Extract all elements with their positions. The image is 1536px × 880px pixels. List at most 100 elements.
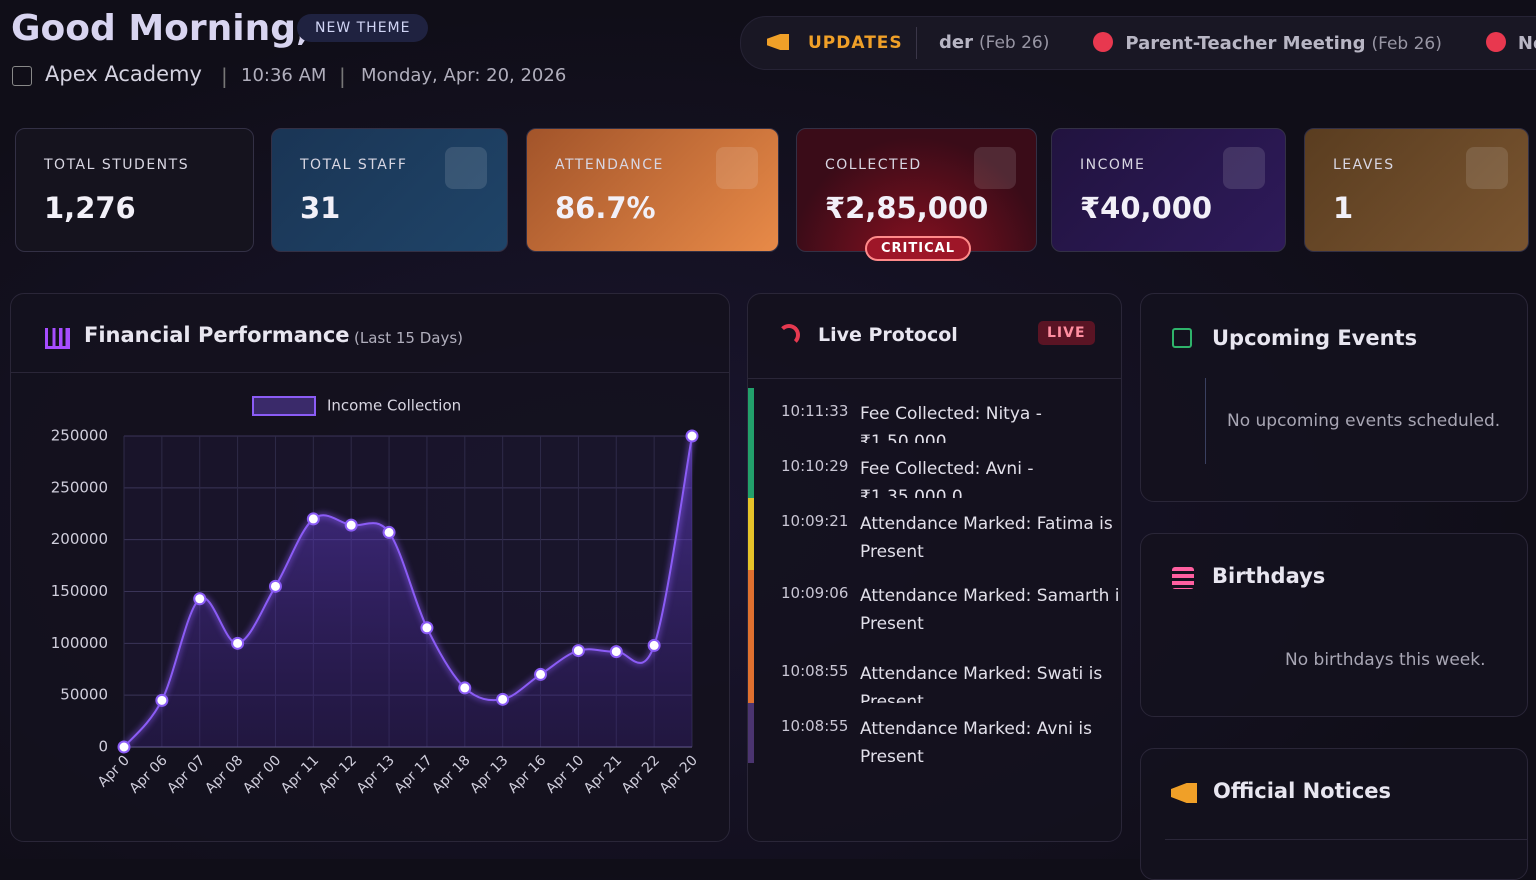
point [344, 518, 358, 532]
separator: | [221, 64, 228, 88]
entry-time: 10:10:29 [781, 457, 849, 475]
card-value: ₹2,85,000 [825, 191, 989, 225]
point [193, 592, 207, 606]
entry-text: Attendance Marked: Samarth is Present [860, 586, 1120, 634]
live-icon [778, 324, 800, 346]
protocol-panel: Live Protocol LIVE [747, 293, 1122, 842]
ticker-title: Noti [1517, 33, 1536, 54]
school-icon [12, 66, 32, 86]
entry-time: 10:08:55 [781, 662, 849, 680]
x-tick-label: Apr 13 [467, 753, 511, 797]
y-tick-label: 100000 [51, 634, 108, 652]
x-tick-label: Apr 07 [164, 753, 208, 797]
entry-time: 10:11:33 [781, 402, 849, 420]
point [231, 636, 245, 650]
protocol-entry: 10:10:29 Fee Collected: Avni - ₹1,35,000.… [748, 443, 1120, 498]
protocol-entry: 10:09:21 Attendance Marked: Fatima is Pre… [748, 498, 1120, 570]
point [458, 681, 472, 695]
y-tick-label: 0 [98, 738, 108, 756]
entry-time: 10:09:21 [781, 512, 849, 530]
ticker: UPDATES der (Feb 26) Parent-Teacher Meetin… [740, 16, 1536, 70]
point [382, 525, 396, 539]
events-panel: Upcoming Events No upcoming events sched… [1140, 293, 1528, 502]
panel-title: Live Protocol [818, 324, 958, 346]
x-tick-label: Apr 13 [354, 753, 398, 797]
ticker-title: der [939, 32, 973, 53]
x-tick-label: Apr 08 [202, 753, 246, 797]
x-tick-label: Apr 10 [543, 753, 587, 797]
x-tick-label: Apr 06 [127, 752, 171, 796]
x-tick-label: Apr 11 [278, 753, 322, 797]
panel-title: Upcoming Events [1212, 326, 1418, 350]
card-icon [1223, 147, 1265, 189]
x-tick-label: Apr 18 [429, 753, 473, 797]
status-bar [748, 570, 754, 648]
card-value: 1,276 [44, 191, 136, 225]
card-label: COLLECTED [825, 157, 922, 173]
card-label: ATTENDANCE [555, 157, 664, 173]
card-label: INCOME [1080, 157, 1146, 173]
point [685, 429, 699, 443]
stat-card: INCOME ₹40,000 [1051, 128, 1286, 252]
point [420, 621, 434, 635]
entry-text: Fee Collected: Nitya - ₹1,50,000 [860, 404, 1042, 443]
card-label: TOTAL STAFF [300, 157, 408, 173]
y-tick-label: 150000 [51, 582, 108, 600]
y-tick-label: 200000 [51, 530, 108, 548]
status-bar [748, 648, 754, 703]
x-tick-label: Apr 21 [581, 753, 625, 797]
ticker-date: (Feb 26) [978, 33, 1050, 53]
calendar-icon [1172, 328, 1192, 348]
ticker-items: der (Feb 26) Parent-Teacher Meeting (Feb 26… [939, 32, 1536, 54]
protocol-entry: 10:09:06 Attendance Marked: Samarth is Pr… [748, 570, 1120, 648]
critical-badge: CRITICAL [865, 236, 971, 261]
ticker-title: Parent-Teacher Meeting [1125, 33, 1366, 54]
entry-text: Attendance Marked: Swati is Present [860, 664, 1103, 703]
birthdays-panel: Birthdays No birthdays this week. [1140, 533, 1528, 717]
point [117, 740, 131, 754]
card-label: TOTAL STUDENTS [44, 157, 190, 173]
empty-text: No birthdays this week. [1285, 650, 1486, 670]
school-name: Apex Academy [45, 62, 202, 86]
panel-subtitle: (Last 15 Days) [354, 329, 464, 347]
alert-icon [1093, 32, 1114, 52]
panel-title: Official Notices [1213, 779, 1392, 803]
x-tick-label: Apr 22 [619, 753, 663, 797]
entry-time: 10:08:55 [781, 717, 849, 735]
notices-panel: Official Notices [1140, 748, 1528, 880]
x-tick-label: Apr 00 [240, 753, 284, 797]
entry-text: Fee Collected: Avni - ₹1,35,000.0 [860, 459, 1034, 498]
stat-card: COLLECTED ₹2,85,000 CRITICAL [796, 128, 1037, 261]
stat-card: LEAVES 1 [1304, 128, 1529, 252]
x-tick-label: Apr 17 [392, 753, 436, 797]
divider [748, 378, 1121, 379]
card-icon [974, 147, 1016, 189]
divider [916, 27, 917, 59]
x-tick-label: Apr 20 [657, 753, 701, 797]
card-label: LEAVES [1333, 157, 1395, 173]
line-chart: 0 50000 100000 150000 200000 250000 250000 Apr … [51, 396, 701, 797]
megaphone-icon [767, 34, 789, 50]
y-tick-label: 250000 [51, 427, 108, 445]
x-tick-label: Apr 16 [505, 752, 549, 796]
entry-text: Attendance Marked: Avni is Present [860, 719, 1092, 763]
legend-label: Income Collection [327, 397, 461, 415]
status-bar [748, 443, 754, 498]
ticker-label: UPDATES [808, 33, 903, 53]
point [155, 693, 169, 707]
card-value: ₹40,000 [1080, 191, 1213, 225]
card-icon [1466, 147, 1508, 189]
divider [1165, 839, 1527, 840]
entry-text: Attendance Marked: Fatima is Present [860, 514, 1113, 562]
protocol-entry: 10:08:55 Attendance Marked: Swati is Pres… [748, 648, 1120, 703]
theme-button[interactable]: NEW THEME [297, 14, 429, 42]
date: Monday, Apr: 20, 2026 [361, 65, 567, 86]
entry-time: 10:09:06 [781, 584, 849, 602]
ticker-item: der (Feb 26) [939, 32, 1049, 53]
empty-text: No upcoming events scheduled. [1227, 411, 1501, 431]
ticker-item: Noti [1485, 32, 1536, 54]
megaphone-icon [1171, 783, 1197, 803]
status-bar [748, 498, 754, 570]
stat-card: TOTAL STUDENTS 1,276 [15, 128, 254, 252]
